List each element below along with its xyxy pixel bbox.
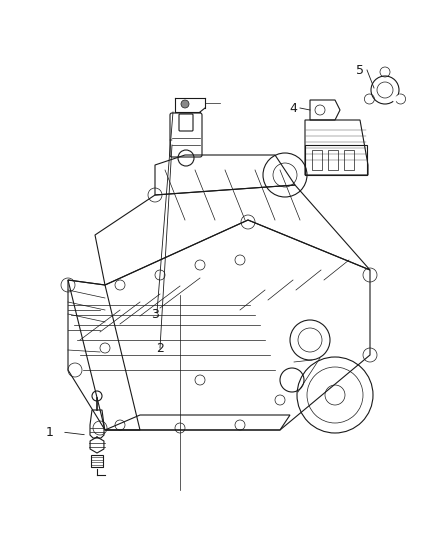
Text: 3: 3	[151, 308, 159, 320]
Text: 2: 2	[156, 342, 164, 354]
Text: 4: 4	[289, 101, 297, 115]
Bar	[91, 455, 103, 467]
Text: 1: 1	[46, 425, 54, 439]
Bar	[312, 150, 322, 170]
Bar	[328, 150, 338, 170]
Bar	[344, 150, 354, 170]
Bar	[305, 145, 367, 175]
Circle shape	[181, 100, 189, 108]
Text: 5: 5	[356, 63, 364, 77]
